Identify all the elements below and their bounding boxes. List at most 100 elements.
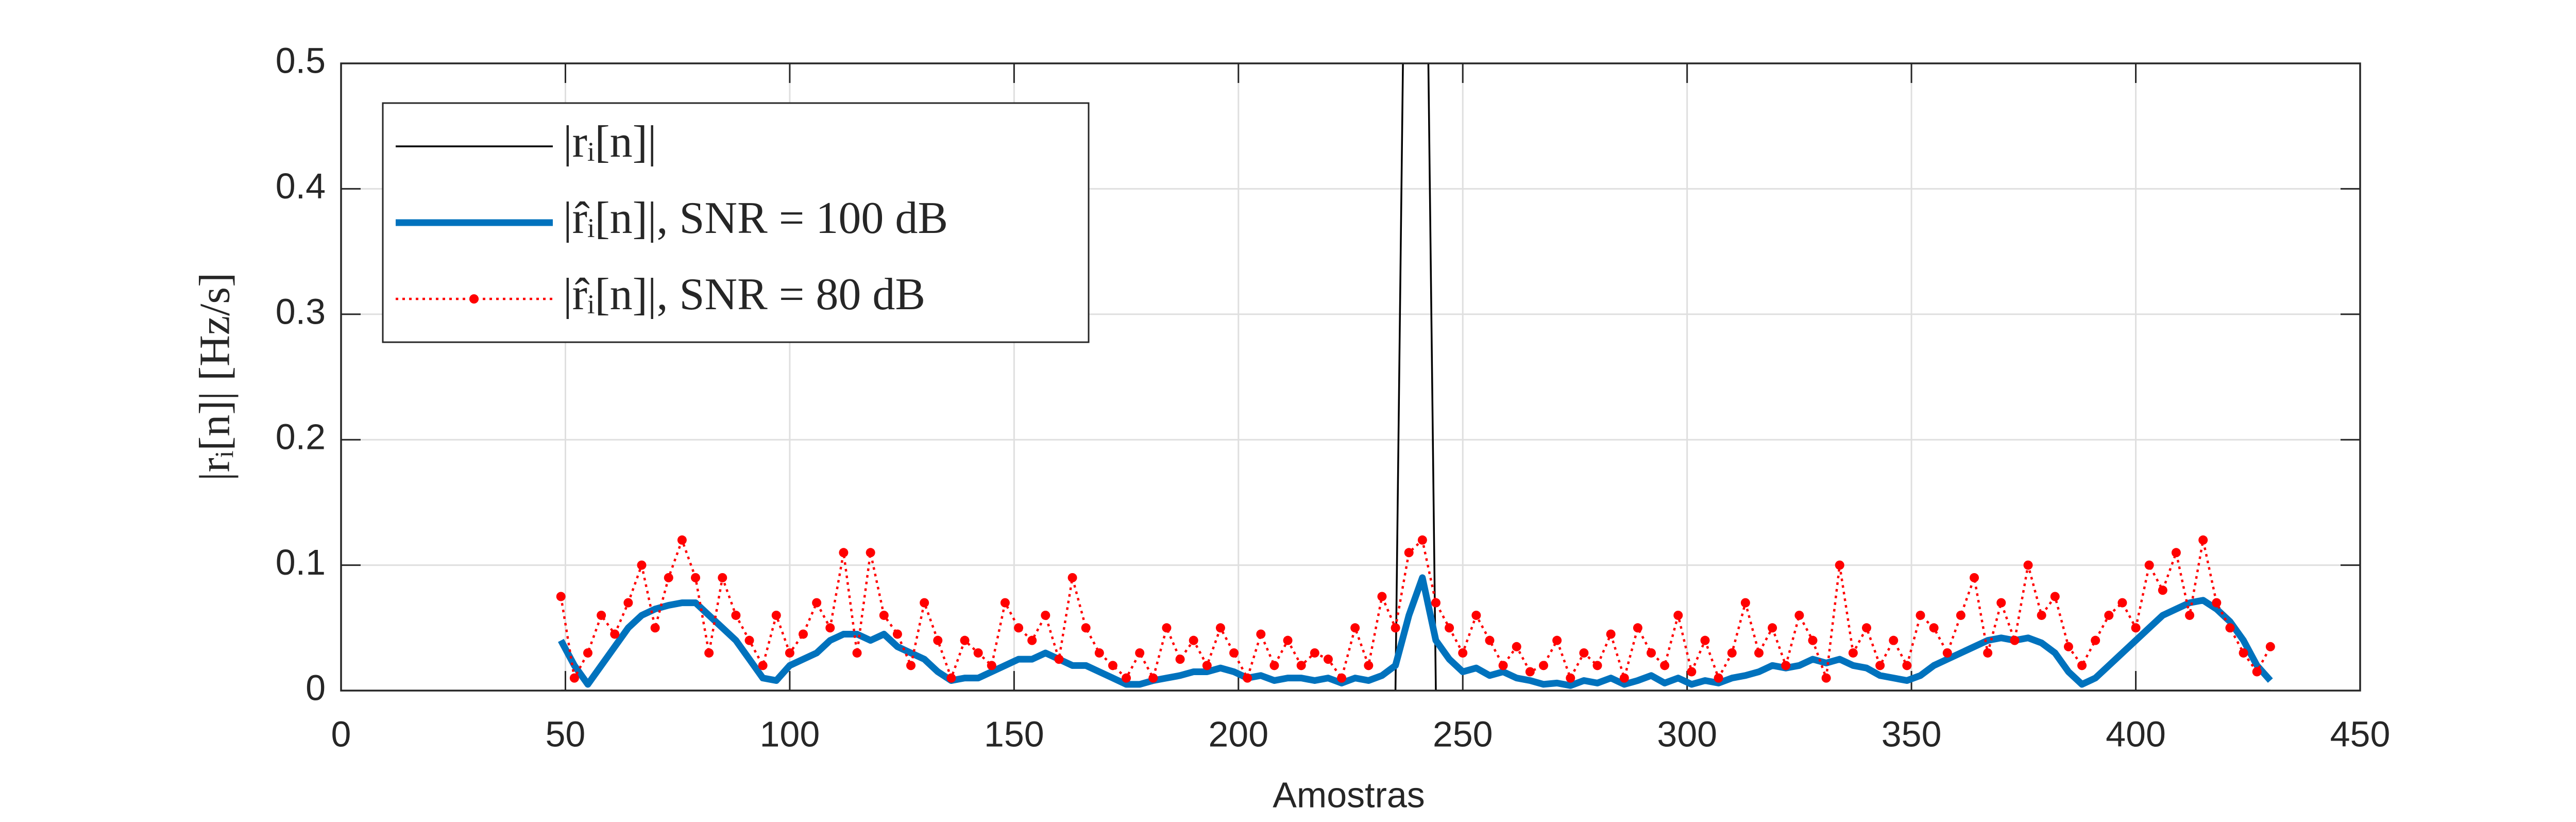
data-point (1727, 648, 1737, 658)
data-point (2091, 635, 2100, 645)
data-point (1700, 635, 1710, 645)
data-point (1942, 648, 1952, 658)
data-point (1229, 648, 1239, 658)
data-point (2010, 635, 2020, 645)
data-point (1862, 623, 1872, 633)
x-tick-label: 300 (1657, 714, 1717, 754)
data-point (1256, 629, 1266, 639)
data-point (1929, 623, 1939, 633)
data-point (1081, 623, 1091, 633)
data-point (1606, 629, 1616, 639)
data-point (1740, 598, 1750, 608)
data-point (2023, 560, 2033, 570)
data-point (2037, 610, 2046, 620)
x-tick-label: 450 (2330, 714, 2391, 754)
data-point (1714, 673, 1723, 683)
data-point (1215, 623, 1225, 633)
x-tick-label: 200 (1208, 714, 1268, 754)
data-point (1889, 635, 1899, 645)
data-point (785, 648, 794, 658)
data-point (2198, 535, 2208, 545)
data-point (731, 610, 741, 620)
data-point (2063, 642, 2073, 651)
y-axis-label: |rᵢ[n]| [Hz/s] (191, 273, 239, 481)
data-point (1283, 635, 1293, 645)
data-point (1821, 673, 1831, 683)
y-tick-label: 0.3 (276, 291, 326, 331)
data-point (2117, 598, 2127, 608)
data-point (1768, 623, 1777, 633)
data-point (758, 661, 768, 670)
legend-label: |r̂ᵢ[n]|, SNR = 100 dB (563, 193, 948, 243)
data-point (704, 648, 714, 658)
data-point (825, 623, 835, 633)
data-point (1054, 655, 1064, 664)
data-point (987, 661, 996, 670)
legend-label: |r̂ᵢ[n]|, SNR = 80 dB (563, 270, 925, 320)
data-point (1687, 667, 1697, 677)
data-point (1041, 610, 1050, 620)
data-point (2252, 667, 2262, 677)
x-tick-label: 0 (331, 714, 351, 754)
data-point (1162, 623, 1172, 633)
axes-box (340, 62, 2361, 692)
data-point (1323, 655, 1333, 664)
data-point (1538, 661, 1548, 670)
data-point (1094, 648, 1104, 658)
data-point (2144, 560, 2154, 570)
data-point (1243, 673, 1252, 683)
data-point (1781, 661, 1791, 670)
data-point (1592, 661, 1602, 670)
data-point (691, 573, 701, 582)
data-point (2171, 548, 2181, 558)
y-tick-label: 0.4 (276, 166, 326, 206)
data-point (1337, 673, 1347, 683)
y-tick-label: 0.2 (276, 417, 326, 457)
data-point (1673, 610, 1683, 620)
data-point (2104, 610, 2114, 620)
data-point (1902, 661, 1912, 670)
legend-label: |rᵢ[n]| (563, 117, 657, 167)
data-point (1525, 667, 1535, 677)
data-point (1794, 610, 1804, 620)
data-point (2239, 648, 2248, 658)
x-tick-label: 100 (759, 714, 820, 754)
data-point (1566, 673, 1575, 683)
data-point (839, 548, 849, 558)
data-point (1875, 661, 1885, 670)
data-point (1633, 623, 1642, 633)
data-point (1970, 573, 1979, 582)
data-point (1848, 648, 1858, 658)
data-point (906, 661, 916, 670)
data-point (799, 629, 808, 639)
data-point (1000, 598, 1010, 608)
data-point (771, 610, 781, 620)
x-axis-label: Amostras (1273, 775, 1425, 815)
data-point (1122, 673, 1131, 683)
data-point (1619, 673, 1629, 683)
data-point (664, 573, 673, 582)
x-tick-label: 400 (2106, 714, 2166, 754)
data-point (2158, 585, 2167, 595)
data-point (1296, 661, 1306, 670)
data-point (1512, 642, 1521, 651)
plot-lines (556, 63, 2275, 691)
y-tick-label: 0 (306, 667, 326, 708)
legend-marker (469, 294, 479, 304)
data-point (866, 548, 875, 558)
x-tick-label: 250 (1433, 714, 1493, 754)
data-point (2212, 598, 2222, 608)
data-point (1067, 573, 1077, 582)
data-point (556, 592, 566, 601)
data-point (597, 610, 606, 620)
data-point (1579, 648, 1589, 658)
data-point (569, 673, 579, 683)
data-point (1175, 655, 1185, 664)
data-point (852, 648, 862, 658)
data-point (1269, 661, 1279, 670)
data-point (920, 598, 929, 608)
data-point (1391, 623, 1400, 633)
data-point (2077, 661, 2087, 670)
data-point (812, 598, 822, 608)
data-point (1377, 592, 1387, 601)
